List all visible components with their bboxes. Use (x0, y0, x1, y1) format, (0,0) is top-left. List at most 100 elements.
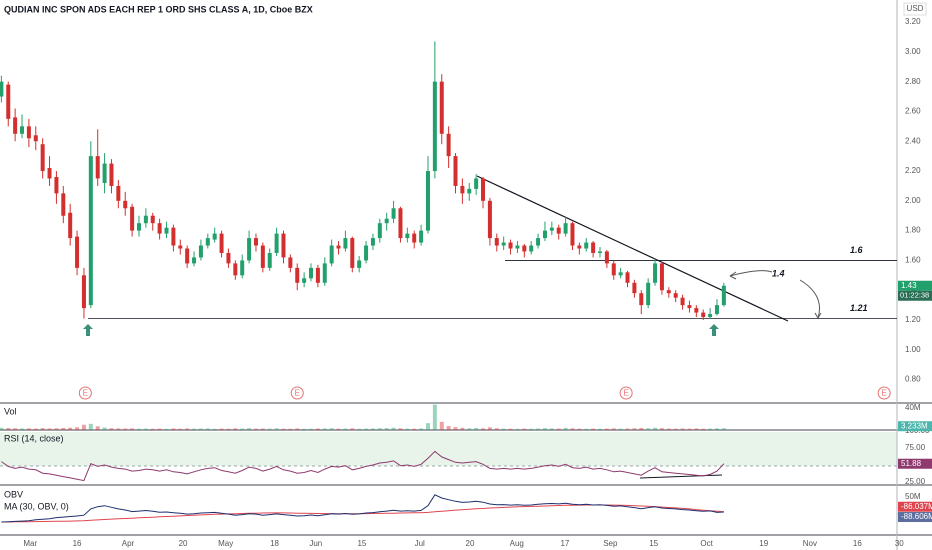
x-tick-label: Aug (510, 539, 524, 548)
candle-body (253, 238, 258, 246)
x-tick-label: Jun (309, 539, 322, 548)
x-tick-label: Oct (700, 539, 713, 548)
volume-bar (233, 428, 238, 430)
candle-body (274, 233, 279, 253)
volume-bar (357, 428, 362, 430)
volume-bar (432, 404, 437, 430)
candle-body (95, 156, 100, 179)
volume-bar (192, 428, 197, 430)
countdown-bg (898, 290, 932, 301)
volume-bar (556, 428, 561, 430)
volume-bar (632, 428, 637, 430)
candle-body (673, 293, 678, 298)
volume-bar (419, 428, 424, 430)
obv-tag: -88.606M (901, 512, 932, 521)
volume-bar (33, 428, 38, 430)
candle-body (20, 126, 25, 134)
candle-body (302, 278, 307, 283)
volume-bar (460, 427, 465, 430)
y-tick-label: 2.20 (905, 166, 921, 175)
candle-body (185, 248, 190, 264)
volume-bar (653, 427, 658, 430)
y-tick-label: 25.00 (905, 477, 926, 486)
earnings-label: E (623, 389, 628, 398)
x-tick-label: 16 (73, 539, 82, 548)
earnings-marker (877, 386, 891, 400)
candle-body (233, 263, 238, 276)
x-tick-label: 20 (179, 539, 188, 548)
candle-body (453, 156, 458, 186)
earnings-label: E (882, 389, 887, 398)
x-tick-label: 15 (357, 539, 366, 548)
volume-bar (598, 428, 602, 430)
candle-body (226, 252, 231, 264)
obv-tag-bg (898, 512, 932, 523)
volume-bar (281, 428, 286, 430)
volume-bar (185, 428, 190, 430)
volume-bar (26, 428, 31, 430)
candle-body (336, 245, 341, 249)
price-tag-bg (898, 280, 932, 291)
volume-bar (130, 428, 135, 430)
volume-bar (116, 428, 121, 430)
volume-bar (439, 421, 444, 430)
volume-bar (315, 428, 320, 430)
candle-body (508, 242, 513, 249)
rsi-band (0, 432, 897, 466)
candle-body (47, 168, 52, 179)
pane-label: OBV (4, 489, 23, 499)
candle-body (398, 208, 403, 239)
volume-bar (260, 428, 265, 430)
level-label: 1.21 (850, 303, 868, 313)
volume-bar (81, 424, 86, 430)
candle-body (315, 267, 320, 283)
candle-body (288, 257, 293, 268)
candle-body (178, 245, 183, 249)
volume-bar (673, 428, 678, 430)
trend-line (476, 175, 789, 322)
y-tick-label: 2.60 (905, 107, 921, 116)
y-tick-label: 75.00 (905, 443, 926, 452)
volume-bar (659, 428, 664, 430)
candle-body (260, 245, 265, 268)
volume-bar (549, 428, 554, 430)
candle-body (639, 293, 644, 306)
candle-body (109, 163, 114, 186)
volume-bar (398, 428, 403, 430)
volume-bar (75, 427, 80, 430)
x-tick-label: Mar (23, 539, 37, 548)
candle-body (198, 245, 203, 258)
volume-bar (425, 423, 430, 430)
candle-body (611, 263, 616, 276)
candle-body (714, 305, 719, 315)
candle-body (40, 144, 45, 172)
candle-body (54, 176, 59, 194)
curved-arrow (729, 270, 820, 319)
candle-body (370, 238, 375, 246)
volume-bar (88, 423, 93, 430)
candle-body (529, 245, 534, 252)
chart-title: QUDIAN INC SPON ADS EACH REP 1 ORD SHS C… (4, 4, 313, 14)
candle-body (659, 263, 664, 291)
candle-body (556, 227, 561, 234)
volume-bar (267, 428, 272, 430)
candle-body (81, 275, 86, 309)
candle-body (494, 238, 499, 246)
volume-bar (136, 428, 141, 430)
volume-bar (694, 428, 699, 430)
volume-bar (102, 427, 107, 430)
volume-bar (577, 428, 582, 430)
volume-bar (336, 428, 341, 430)
pane-label: Vol (4, 406, 17, 416)
volume-bar (198, 428, 203, 430)
rsi-line (1, 450, 725, 482)
volume-bar (240, 428, 245, 430)
earnings-marker (619, 386, 633, 400)
candle-body (329, 245, 334, 264)
candle-body (75, 236, 80, 268)
volume-bar (295, 428, 300, 430)
volume-bar (247, 428, 252, 430)
candle-body (666, 290, 671, 294)
volume-tag: 3.233M (901, 421, 928, 430)
